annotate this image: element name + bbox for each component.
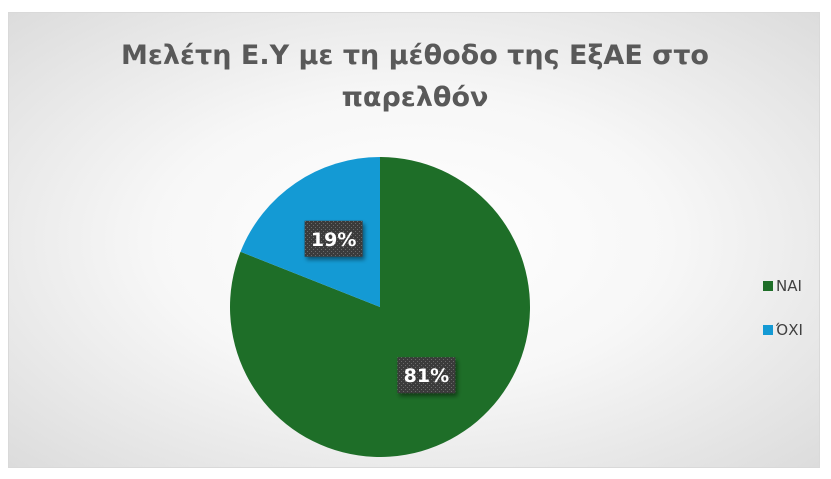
chart-title-line-2: παρελθόν — [341, 82, 489, 113]
data-label-box — [397, 357, 456, 394]
legend-label-nai: ΝΑΙ — [776, 277, 802, 295]
pie-data-labels: 81% 19% — [304, 220, 456, 394]
legend: ΝΑΙ ΌΧΙ — [763, 275, 803, 363]
pie-chart: 81% 19% — [229, 157, 530, 458]
chart-area: Μελέτη Ε.Υ με τη μέθοδο της ΕξΑΕ στο παρ… — [8, 12, 820, 468]
data-label-oxi: 19% — [304, 220, 363, 257]
data-label-box — [304, 220, 363, 257]
pie-slices — [229, 157, 530, 458]
data-label-text: 81% — [404, 365, 449, 387]
legend-item-nai: ΝΑΙ — [763, 275, 803, 297]
data-label-text: 19% — [311, 229, 356, 251]
chart-title: Μελέτη Ε.Υ με τη μέθοδο της ΕξΑΕ στο παρ… — [9, 35, 821, 119]
legend-label-oxi: ΌΧΙ — [776, 321, 803, 339]
chart-title-line-1: Μελέτη Ε.Υ με τη μέθοδο της ΕξΑΕ στο — [121, 40, 709, 71]
legend-swatch-oxi — [763, 325, 773, 335]
legend-swatch-nai — [763, 281, 773, 291]
legend-item-oxi: ΌΧΙ — [763, 319, 803, 341]
data-label-nai: 81% — [397, 357, 456, 394]
